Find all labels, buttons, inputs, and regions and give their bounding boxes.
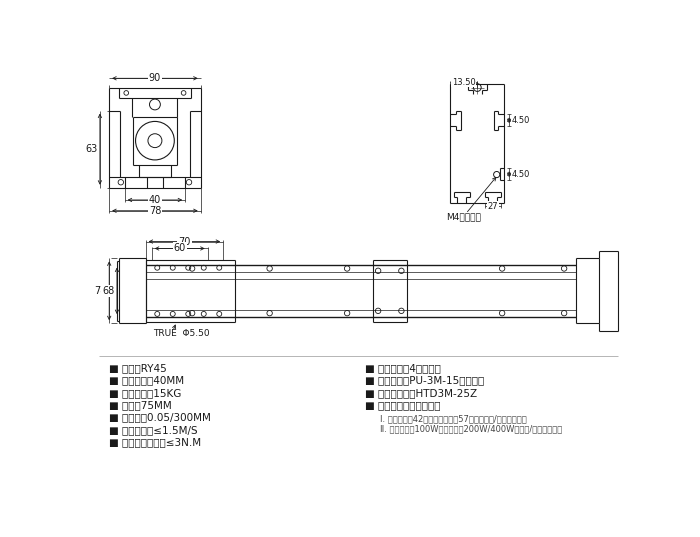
Text: 70: 70 [178, 236, 190, 246]
Text: ■ 同步轮规格：HTD3M-25Z: ■ 同步轮规格：HTD3M-25Z [365, 388, 477, 398]
Text: ■ 皮带规格：PU-3M-15（锂丝）: ■ 皮带规格：PU-3M-15（锂丝） [365, 375, 484, 386]
Text: TRUE  Φ5.50: TRUE Φ5.50 [153, 329, 210, 338]
Text: ■ 导程：75MM: ■ 导程：75MM [109, 400, 172, 410]
Text: Ⅱ. 伺服电机：100W（直连）；200W/400W（直连/大小轮减速）: Ⅱ. 伺服电机：100W（直连）；200W/400W（直连/大小轮减速） [381, 425, 563, 434]
Text: ■ 适用输入扮矩：≤3N.M: ■ 适用输入扮矩：≤3N.M [109, 437, 202, 447]
Text: 78: 78 [94, 286, 107, 296]
Text: 4.50: 4.50 [512, 116, 530, 125]
Text: ■ 直线度：0.05/300MM: ■ 直线度：0.05/300MM [109, 412, 211, 423]
Text: ■ 参考负载：15KG: ■ 参考负载：15KG [109, 388, 181, 398]
Text: ■ 可配长度：4米内定制: ■ 可配长度：4米内定制 [365, 363, 441, 373]
Text: 13.50: 13.50 [452, 78, 475, 86]
Text: Ⅰ. 步进电机：42步进（直连）；57步进（直连/大小轮减速）: Ⅰ. 步进电机：42步进（直连）；57步进（直连/大小轮减速） [381, 415, 527, 424]
Text: ■ 轨梁宽度：40MM: ■ 轨梁宽度：40MM [109, 375, 184, 386]
Text: 78: 78 [148, 206, 161, 216]
Text: ■ 建议速度：≤1.5M/S: ■ 建议速度：≤1.5M/S [109, 425, 198, 435]
Text: 63: 63 [85, 144, 97, 154]
Text: 60: 60 [174, 243, 186, 253]
Text: ■ 可配电机及连接方式：: ■ 可配电机及连接方式： [365, 400, 440, 410]
Text: M4方形螺母: M4方形螺母 [447, 213, 481, 221]
Text: 90: 90 [149, 73, 161, 83]
Text: 27: 27 [487, 201, 498, 211]
Text: 68: 68 [102, 286, 115, 296]
Text: ■ 型号：RY45: ■ 型号：RY45 [109, 363, 167, 373]
Text: 4.50: 4.50 [512, 170, 530, 179]
Text: 40: 40 [149, 195, 161, 205]
